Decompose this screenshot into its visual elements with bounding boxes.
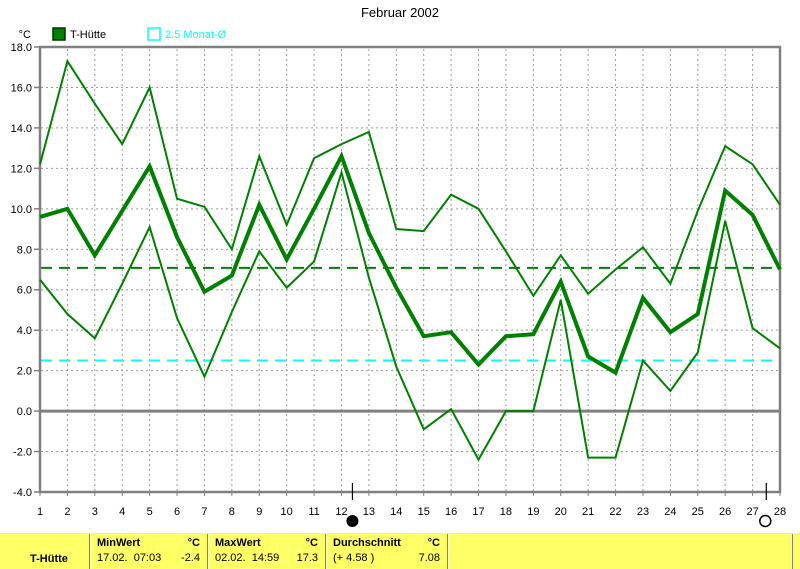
x-tick-label: 15: [418, 506, 430, 518]
x-tick-label: 18: [500, 506, 512, 518]
x-tick-label: 3: [92, 506, 98, 518]
x-tick-label: 4: [119, 506, 125, 518]
minwert-value: -2.4: [181, 552, 200, 564]
x-tick-label: 14: [390, 506, 402, 518]
station-name: T-Hütte: [30, 553, 68, 565]
x-tick-label: 5: [147, 506, 153, 518]
x-tick-label: 27: [746, 506, 758, 518]
x-tick-label: 16: [445, 506, 457, 518]
y-tick-label: 0.0: [17, 406, 32, 418]
x-tick-label: 26: [719, 506, 731, 518]
legend-swatch-1: [147, 27, 161, 41]
minwert-title: MinWert: [97, 537, 141, 549]
x-tick-label: 23: [637, 506, 649, 518]
y-tick-label: 12.0: [11, 163, 32, 175]
durchschnitt-deviation: (+ 4.58 ): [333, 552, 375, 564]
y-tick-label: 2.0: [17, 366, 32, 378]
legend-swatch-0: [52, 27, 66, 41]
maxwert-value: 17.3: [296, 552, 318, 564]
y-axis-unit-label: °C: [19, 29, 31, 41]
x-tick-label: 1: [37, 506, 43, 518]
maxwert-panel: MaxWert °C 02.02. 14:59 17.3: [207, 534, 325, 569]
x-tick-label: 7: [201, 506, 207, 518]
legend-label-1: 2.5 Monat-Ø: [165, 29, 227, 41]
durchschnitt-panel: Durchschnitt °C (+ 4.58 ) 7.08: [325, 534, 447, 569]
x-tick-label: 11: [308, 506, 319, 518]
plot-frame: [38, 45, 782, 494]
x-tick-label: 19: [527, 506, 539, 518]
y-tick-label: 10.0: [11, 204, 32, 216]
statusbar-empty-panel: [447, 534, 793, 569]
new-moon-icon: [346, 515, 359, 527]
legend-label-0: T-Hütte: [70, 29, 106, 41]
x-tick-label: 20: [555, 506, 567, 518]
temperature-chart[interactable]: °C 18.0 16.0 14.0 12.0 10.0 8.0 6.0 4.0 2.0 0.0 -2…: [0, 0, 800, 533]
series-line-1: [39, 151, 782, 376]
durchschnitt-value: 7.08: [418, 552, 440, 564]
y-tick-label: 8.0: [17, 244, 32, 256]
x-tick-label: 13: [363, 506, 375, 518]
chart-title: Februar 2002: [360, 5, 440, 20]
x-tick-label: 28: [774, 506, 786, 518]
series-line-2: [39, 168, 781, 462]
minwert-unit: °C: [187, 537, 200, 549]
y-tick-label: 6.0: [17, 285, 32, 297]
x-tick-label: 21: [582, 506, 594, 518]
minwert-panel: MinWert °C 17.02. 07:03 -2.4: [89, 534, 207, 569]
minwert-timestamp: 17.02. 07:03: [97, 552, 162, 564]
y-tick-label: 4.0: [17, 325, 32, 337]
x-tick-label: 12: [335, 506, 347, 518]
x-tick-label: 8: [229, 506, 235, 518]
y-tick-label: 16.0: [11, 82, 32, 94]
durchschnitt-title: Durchschnitt: [333, 537, 401, 549]
x-tick-label: 24: [664, 506, 676, 518]
x-tick-label: 6: [174, 506, 180, 518]
maxwert-title: MaxWert: [215, 537, 261, 549]
x-tick-label: 10: [281, 506, 293, 518]
x-tick-label: 9: [256, 506, 262, 518]
y-tick-label: 18.0: [11, 42, 32, 54]
series-line-0: [39, 58, 781, 298]
y-tick-label: -4.0: [13, 487, 32, 499]
x-tick-label: 25: [692, 506, 704, 518]
y-tick-label: -2.0: [13, 447, 32, 459]
status-bar: T-Hütte MinWert °C 17.02. 07:03 -2.4 Max…: [0, 533, 800, 569]
maxwert-timestamp: 02.02. 14:59: [215, 552, 280, 564]
x-tick-label: 17: [472, 506, 484, 518]
station-panel: T-Hütte: [0, 534, 89, 569]
full-moon-icon: [759, 514, 772, 528]
x-tick-label: 2: [64, 506, 70, 518]
durchschnitt-unit: °C: [427, 537, 440, 549]
maxwert-unit: °C: [305, 537, 318, 549]
x-tick-label: 22: [609, 506, 621, 518]
y-tick-label: 14.0: [11, 123, 32, 135]
